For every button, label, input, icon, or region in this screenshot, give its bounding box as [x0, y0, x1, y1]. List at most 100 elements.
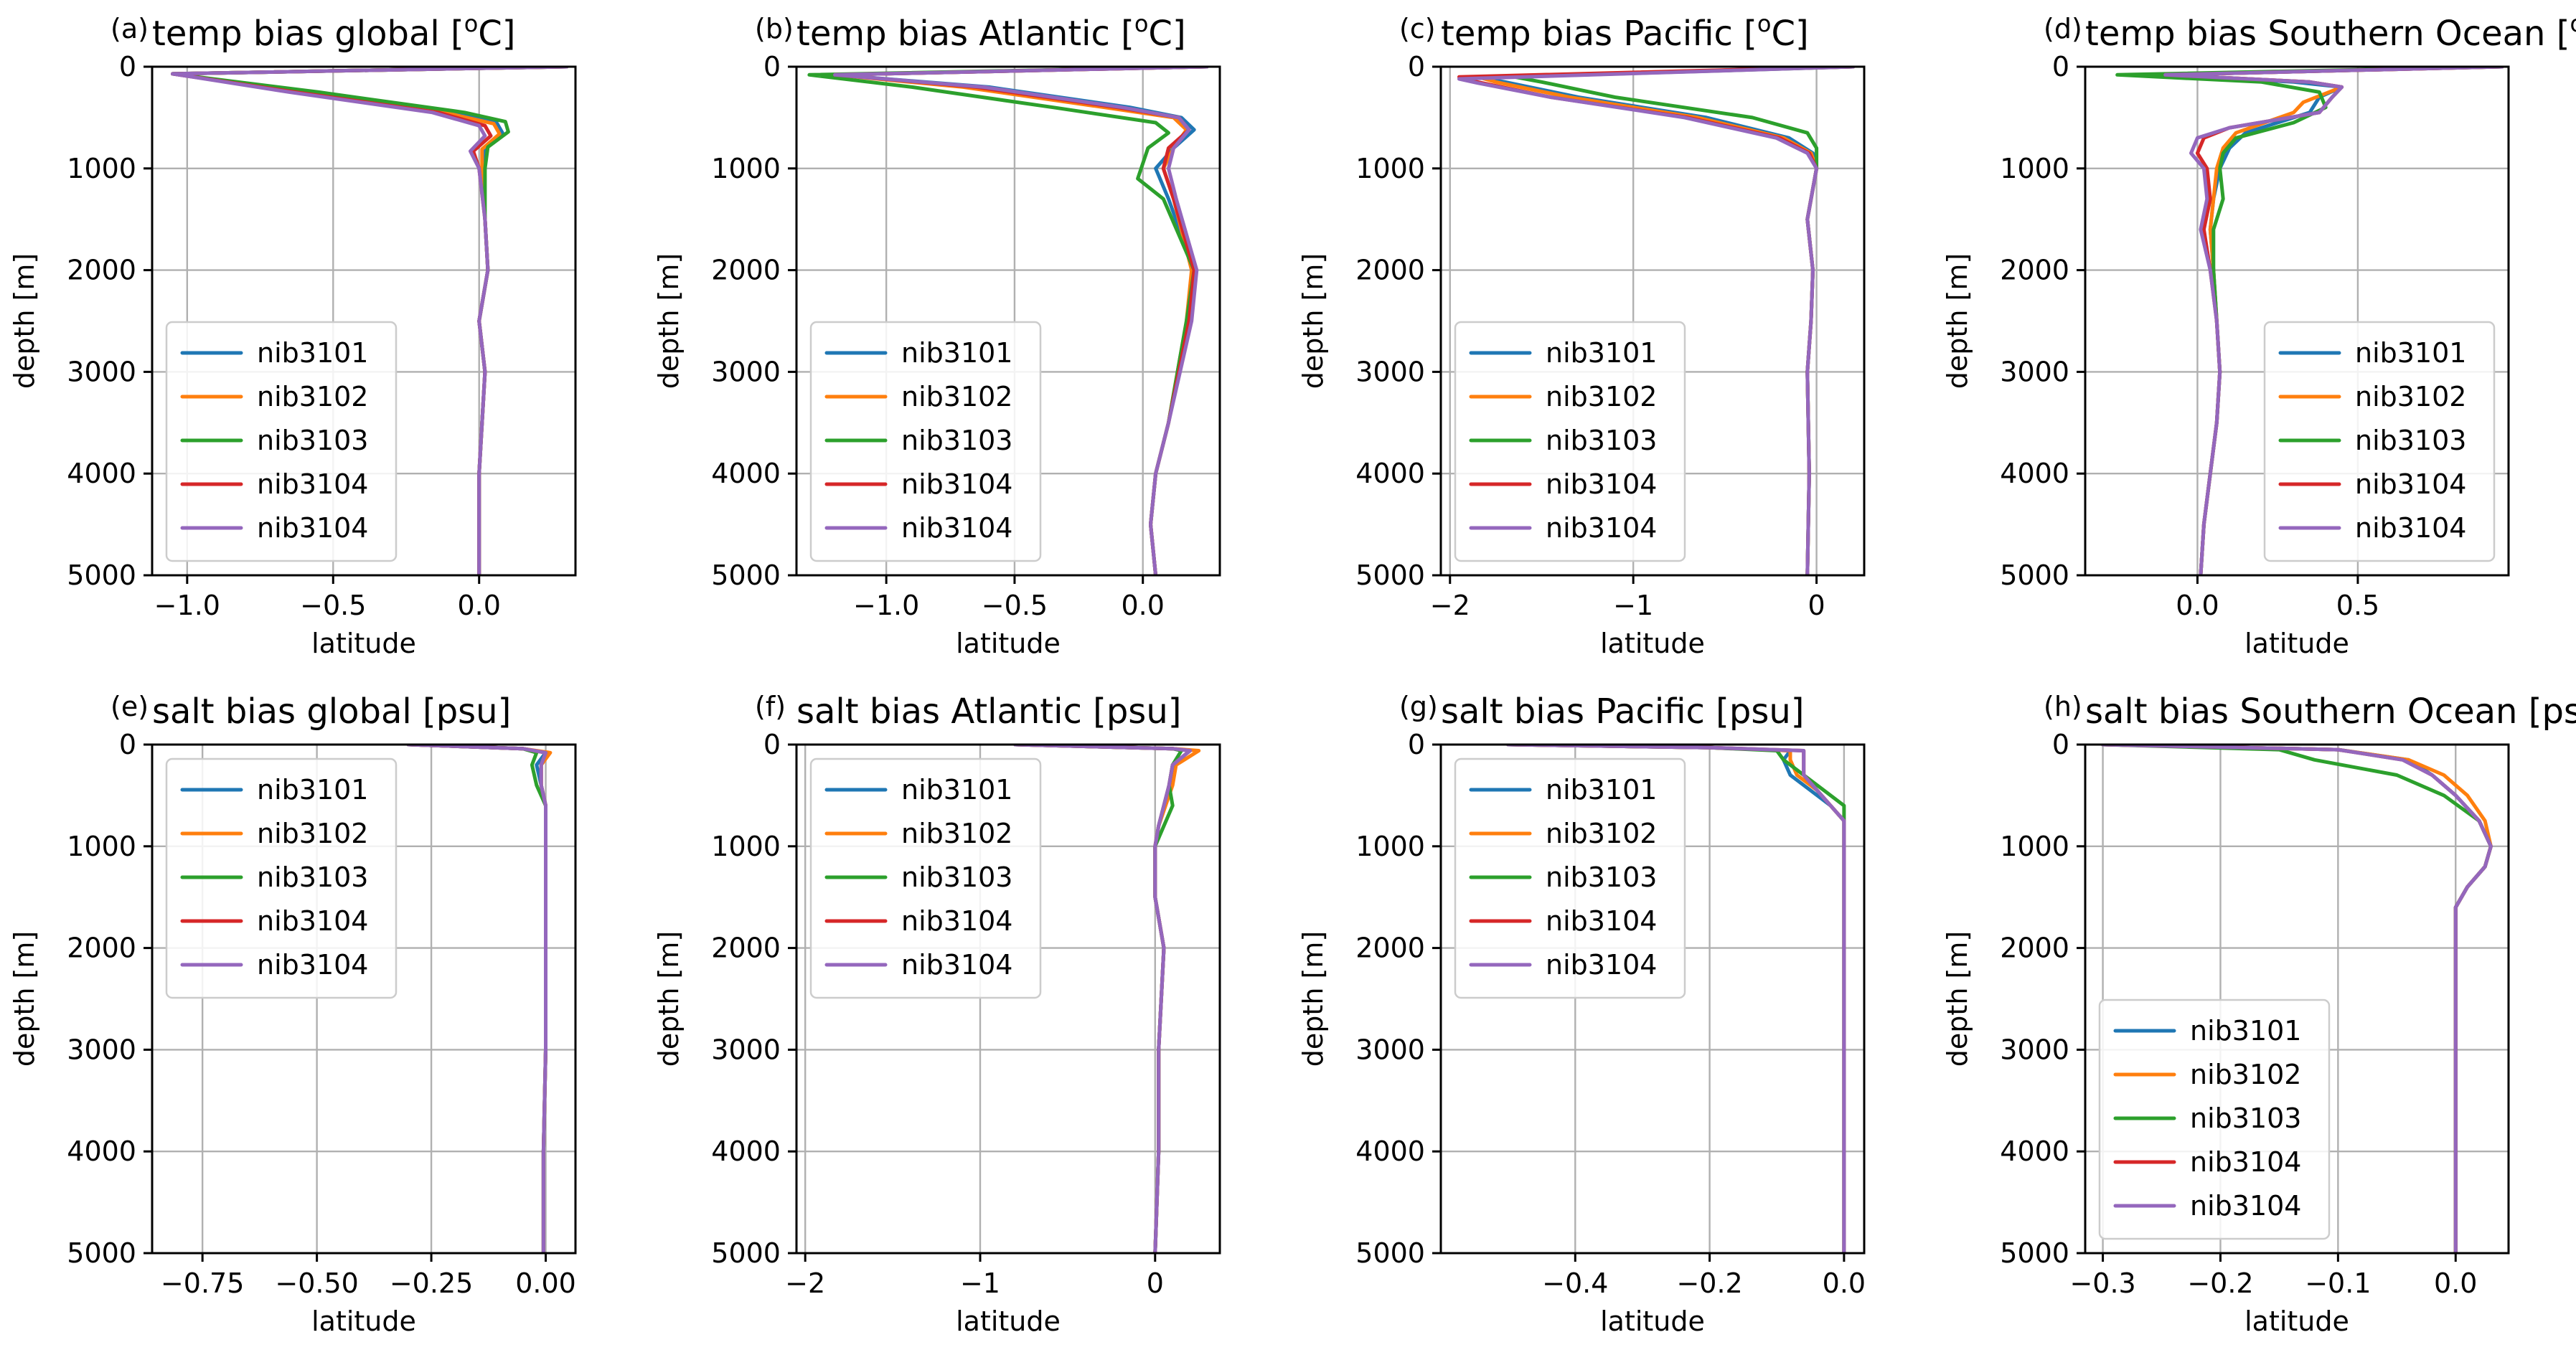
x-tick-label: −0.2: [2187, 1267, 2253, 1299]
y-axis-label: depth [m]: [653, 931, 685, 1067]
legend-label: nib3101: [257, 774, 368, 806]
panel-letter: (c): [1399, 13, 1436, 44]
x-tick-label: 0: [1147, 1267, 1164, 1299]
chart-panel-6: −2 −1 0 0 1000 2000 3000 4000 5000 latitude depth …: [653, 691, 1221, 1337]
legend-label: nib3102: [901, 381, 1012, 412]
series-line-nib3104: [2101, 745, 2493, 1253]
legend-label: nib3104: [257, 905, 368, 937]
x-tick-label: −0.25: [390, 1267, 473, 1299]
legend: nib3101 nib3102 nib3103 nib3104 nib3104: [809, 757, 1042, 999]
title-superscript: o: [1757, 10, 1772, 37]
x-tick-label: −0.2: [1676, 1267, 1742, 1299]
legend-label: nib3104: [1546, 949, 1657, 981]
y-tick-label: 1000: [711, 831, 781, 862]
chart-title: temp bias Pacific [oC]: [1441, 10, 1809, 54]
x-tick-label: 0.0: [458, 590, 501, 621]
x-tick-label: 0.0: [1122, 590, 1165, 621]
legend-label: nib3103: [901, 861, 1012, 893]
y-tick-label: 2000: [711, 255, 781, 286]
legend-label: nib3102: [901, 818, 1012, 849]
y-tick-label: 5000: [67, 1237, 136, 1269]
legend-label: nib3101: [1546, 774, 1657, 806]
title-suffix: C]: [1771, 14, 1808, 54]
legend-label: nib3104: [901, 512, 1012, 544]
chart-panel-4: 0.0 0.5 0 1000 2000 3000 4000 5000 latitude depth…: [1942, 10, 2576, 659]
panel-letter: (a): [111, 13, 149, 44]
x-tick-label: 0.0: [1823, 1267, 1866, 1299]
x-tick-label: −0.3: [2069, 1267, 2135, 1299]
x-tick-label: −2: [785, 1267, 825, 1299]
legend-label: nib3104: [2355, 512, 2466, 544]
legend-label: nib3101: [257, 337, 368, 369]
legend-label: nib3101: [1546, 337, 1657, 369]
legend-label: nib3102: [2355, 381, 2466, 412]
x-tick-label: 0.0: [2434, 1267, 2477, 1299]
legend: nib3101 nib3102 nib3103 nib3104 nib3104: [809, 321, 1042, 562]
legend-label: nib3104: [257, 949, 368, 981]
y-tick-label: 1000: [67, 831, 136, 862]
x-axis-label: latitude: [1600, 1306, 1705, 1337]
y-tick-label: 1000: [711, 153, 781, 184]
y-tick-label: 3000: [711, 1034, 781, 1065]
legend-label: nib3104: [1546, 468, 1657, 500]
x-axis-label: latitude: [311, 1306, 416, 1337]
title-superscript: o: [1134, 10, 1149, 37]
y-tick-label: 0: [119, 51, 136, 82]
chart-title: salt bias global [psu]: [152, 691, 511, 732]
y-tick-label: 1000: [1355, 831, 1425, 862]
y-tick-label: 2000: [2000, 933, 2069, 964]
legend-label: nib3103: [2355, 425, 2466, 456]
legend-label: nib3104: [2355, 468, 2466, 500]
chart-title: salt bias Pacific [psu]: [1441, 691, 1804, 732]
x-tick-label: −1: [960, 1267, 1000, 1299]
y-tick-label: 5000: [1355, 1237, 1425, 1269]
legend-box: [809, 321, 1042, 562]
legend-label: nib3101: [901, 337, 1012, 369]
chart-title: temp bias global [oC]: [152, 10, 516, 54]
series-line-nib3104: [406, 745, 547, 1253]
series-line-nib3104: [1013, 745, 1193, 1253]
legend-label: nib3103: [1546, 425, 1657, 456]
y-tick-label: 3000: [67, 356, 136, 387]
axes-frame: [2084, 743, 2510, 1255]
axes-frame: [151, 743, 577, 1255]
x-tick-label: −0.1: [2305, 1267, 2371, 1299]
chart-title: temp bias Atlantic [oC]: [796, 10, 1186, 54]
y-axis-label: depth [m]: [9, 253, 40, 389]
y-tick-label: 1000: [1355, 153, 1425, 184]
legend: nib3101 nib3102 nib3103 nib3104 nib3104: [2098, 998, 2331, 1240]
legend-label: nib3104: [257, 512, 368, 544]
chart-panel-8: −0.3 −0.2 −0.1 0.0 0 1000 2000 3000 4000 5000 lati…: [1942, 691, 2576, 1337]
y-tick-label: 1000: [2000, 831, 2069, 862]
y-axis-label: depth [m]: [1942, 931, 1973, 1067]
chart-title: salt bias Southern Ocean [psu]: [2085, 691, 2576, 732]
legend-label: nib3101: [901, 774, 1012, 806]
y-tick-label: 4000: [67, 1136, 136, 1167]
legend: nib3101 nib3102 nib3103 nib3104 nib3104: [165, 321, 398, 562]
axes-frame: [1439, 743, 1866, 1255]
x-tick-label: −0.5: [300, 590, 366, 621]
y-tick-label: 0: [119, 729, 136, 760]
y-axis-label: depth [m]: [9, 931, 40, 1067]
y-tick-label: 4000: [67, 458, 136, 489]
y-tick-label: 3000: [1355, 1034, 1425, 1065]
chart-panel-5: −0.75 −0.50 −0.25 0.00 0 1000 2000 3000 4000 5000…: [9, 691, 577, 1337]
panel-letter: (e): [111, 691, 149, 722]
y-tick-label: 1000: [67, 153, 136, 184]
chart-panel-7: −0.4 −0.2 0.0 0 1000 2000 3000 4000 5000 latitude…: [1297, 691, 1866, 1337]
y-tick-label: 2000: [67, 255, 136, 286]
chart-title: salt bias Atlantic [psu]: [796, 691, 1181, 732]
x-tick-label: −1.0: [853, 590, 919, 621]
panel-letter: (h): [2044, 691, 2082, 722]
y-tick-label: 4000: [2000, 1136, 2069, 1167]
x-tick-label: −1: [1613, 590, 1653, 621]
y-axis-label: depth [m]: [653, 253, 685, 389]
x-tick-label: −0.75: [161, 1267, 244, 1299]
y-tick-label: 5000: [711, 1237, 781, 1269]
legend-label: nib3104: [2190, 1190, 2301, 1222]
y-tick-label: 4000: [711, 458, 781, 489]
legend-label: nib3104: [1546, 512, 1657, 544]
axes-frame: [151, 65, 577, 577]
y-tick-label: 0: [1408, 51, 1425, 82]
legend: nib3101 nib3102 nib3103 nib3104 nib3104: [165, 757, 398, 999]
